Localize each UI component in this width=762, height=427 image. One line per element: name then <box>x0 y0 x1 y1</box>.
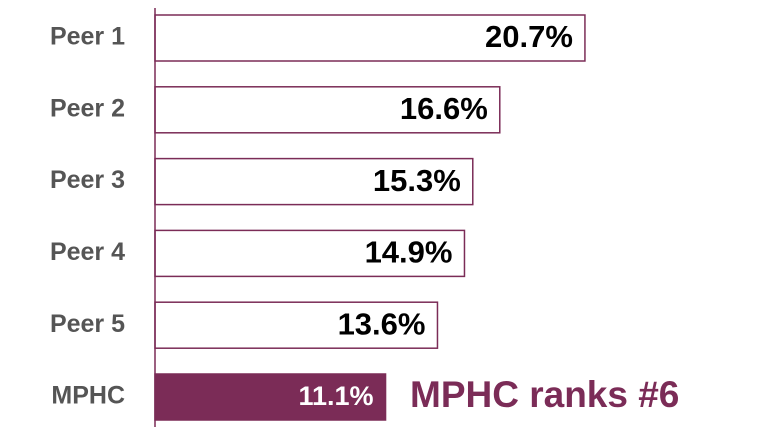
value-label: 13.6% <box>338 306 426 341</box>
bar <box>154 301 439 349</box>
category-label: Peer 4 <box>50 238 125 266</box>
value-label: 14.9% <box>365 235 453 270</box>
value-label: 20.7% <box>485 19 573 54</box>
bar <box>154 229 466 278</box>
category-label: Peer 1 <box>50 23 125 51</box>
bar <box>154 86 501 134</box>
category-label: MPHC <box>51 382 125 410</box>
category-label: Peer 3 <box>50 166 125 194</box>
bar <box>154 157 474 206</box>
value-label: 15.3% <box>373 163 461 198</box>
bar <box>154 14 586 62</box>
category-label: Peer 2 <box>50 94 125 122</box>
value-label: 11.1% <box>298 381 373 411</box>
category-label: Peer 5 <box>50 310 125 338</box>
annotation: MPHC ranks #6 <box>410 374 679 415</box>
value-label: 16.6% <box>400 91 488 126</box>
